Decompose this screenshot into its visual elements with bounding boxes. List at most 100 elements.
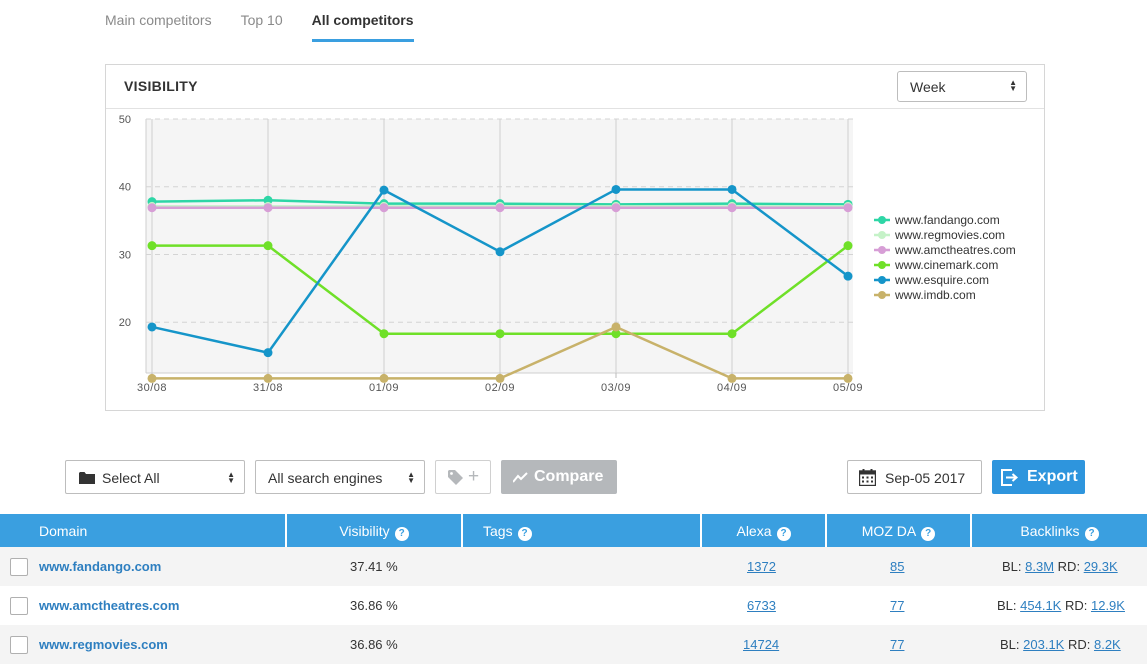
data-point <box>727 184 737 194</box>
mozda-link[interactable]: 77 <box>890 598 905 613</box>
table-row: www.fandango.com 37.41 % 1372 85 BL: 8.3… <box>0 547 1147 586</box>
row-checkbox[interactable] <box>10 597 28 615</box>
legend-swatch-dot <box>878 291 886 299</box>
row-checkbox[interactable] <box>10 636 28 654</box>
data-point <box>379 373 389 383</box>
visibility-value: 37.41 % <box>350 559 398 574</box>
folder-icon <box>79 472 95 484</box>
legend-label: www.esquire.com <box>894 273 989 287</box>
data-point <box>727 329 737 339</box>
row-checkbox[interactable] <box>10 558 28 576</box>
alexa-link[interactable]: 1372 <box>747 559 776 574</box>
help-icon[interactable]: ? <box>517 527 532 541</box>
visibility-panel: VISIBILITY Week ▲ ▼ 50 40 30 20 30/08 31/08 01… <box>105 64 1045 411</box>
alexa-link[interactable]: 6733 <box>747 598 776 613</box>
data-point <box>147 241 157 251</box>
legend-label: www.regmovies.com <box>894 228 1005 242</box>
data-point <box>263 203 273 213</box>
column-mozda[interactable]: MOZ DA? <box>827 514 972 547</box>
bl-label: BL: <box>997 598 1017 613</box>
column-backlinks-label: Backlinks <box>1020 523 1080 539</box>
date-value: Sep-05 2017 <box>885 470 966 486</box>
panel-title: VISIBILITY <box>124 78 198 94</box>
export-label: Export <box>1027 468 1078 485</box>
alexa-link[interactable]: 14724 <box>743 637 780 652</box>
data-point <box>495 373 505 383</box>
search-engines-dropdown[interactable]: All search engines ▲ ▼ <box>255 460 425 494</box>
search-engines-label: All search engines <box>268 470 383 486</box>
domain-link[interactable]: www.amctheatres.com <box>39 598 180 613</box>
help-icon[interactable]: ? <box>776 527 791 541</box>
data-point <box>727 203 737 213</box>
column-tags[interactable]: Tags? <box>463 514 702 547</box>
data-point <box>843 203 853 213</box>
tab-main-competitors[interactable]: Main competitors <box>105 12 212 28</box>
column-mozda-label: MOZ DA <box>861 523 917 539</box>
tab-all-competitors[interactable]: All competitors <box>311 0 414 42</box>
compare-button[interactable]: Compare <box>501 460 617 494</box>
tab-top-10[interactable]: Top 10 <box>240 12 283 28</box>
column-backlinks[interactable]: Backlinks? <box>972 514 1147 547</box>
mozda-link[interactable]: 77 <box>890 637 905 652</box>
legend-swatch-dot <box>878 231 886 239</box>
column-domain[interactable]: Domain <box>0 514 287 547</box>
competitor-tabs: Main competitors Top 10 All competitors <box>105 0 443 42</box>
rd-label: RD: <box>1057 559 1081 574</box>
x-tick-label: 04/09 <box>717 382 747 394</box>
period-select[interactable]: Week ▲ ▼ <box>897 71 1027 102</box>
help-icon[interactable]: ? <box>394 527 409 541</box>
x-tick-label: 31/08 <box>253 382 283 394</box>
visibility-chart: 50 40 30 20 30/08 31/08 01/09 02/09 03/09 04/09 0… <box>119 114 1016 394</box>
bl-link[interactable]: 203.1K <box>1023 637 1065 652</box>
plus-icon: + <box>468 466 480 487</box>
legend-label: www.cinemark.com <box>894 258 998 272</box>
rd-link[interactable]: 8.2K <box>1093 637 1121 652</box>
bl-label: BL: <box>1000 637 1020 652</box>
rd-link[interactable]: 29.3K <box>1083 559 1118 574</box>
legend-swatch-dot <box>878 261 886 269</box>
data-point <box>611 203 621 213</box>
bl-link[interactable]: 8.3M <box>1025 559 1055 574</box>
data-point <box>843 241 853 251</box>
trend-line-icon <box>513 472 528 483</box>
export-button[interactable]: Export <box>992 460 1085 494</box>
data-point <box>263 241 273 251</box>
table-row: www.regmovies.com 36.86 % 14724 77 BL: 2… <box>0 625 1147 664</box>
data-point <box>611 322 621 332</box>
add-tag-button[interactable]: + <box>435 460 491 494</box>
date-picker[interactable]: Sep-05 2017 <box>847 460 982 494</box>
panel-header: VISIBILITY Week ▲ ▼ <box>106 65 1044 109</box>
data-point <box>263 373 273 383</box>
up-down-arrows-icon: ▲ ▼ <box>1009 78 1017 93</box>
backlinks-cell: BL: 8.3M RD: 29.3K <box>1002 559 1118 574</box>
help-icon[interactable]: ? <box>1084 527 1099 541</box>
rd-link[interactable]: 12.9K <box>1090 598 1125 613</box>
legend-swatch-dot <box>878 246 886 254</box>
column-visibility[interactable]: Visibility? <box>287 514 463 547</box>
select-all-dropdown[interactable]: Select All ▲ ▼ <box>65 460 245 494</box>
domain-link[interactable]: www.fandango.com <box>39 559 162 574</box>
domain-link[interactable]: www.regmovies.com <box>39 637 168 652</box>
x-tick-label: 03/09 <box>601 382 631 394</box>
visibility-value: 36.86 % <box>350 637 398 652</box>
y-tick-label: 50 <box>119 114 131 126</box>
help-icon[interactable]: ? <box>921 527 936 541</box>
calendar-icon <box>859 469 876 486</box>
export-icon <box>1001 469 1019 486</box>
y-tick-label: 30 <box>119 249 131 261</box>
data-point <box>495 203 505 213</box>
data-point <box>843 373 853 383</box>
data-point <box>379 185 389 195</box>
backlinks-cell: BL: 454.1K RD: 12.9K <box>997 598 1125 613</box>
data-point <box>495 247 505 257</box>
x-tick-label: 30/08 <box>137 382 167 394</box>
bl-link[interactable]: 454.1K <box>1020 598 1062 613</box>
column-domain-label: Domain <box>39 523 88 539</box>
column-alexa[interactable]: Alexa? <box>702 514 827 547</box>
legend-swatch-dot <box>878 216 886 224</box>
legend-label: www.imdb.com <box>894 288 976 302</box>
mozda-link[interactable]: 85 <box>890 559 905 574</box>
up-down-arrows-icon: ▲ ▼ <box>407 470 415 485</box>
x-tick-label: 01/09 <box>369 382 399 394</box>
column-tags-label: Tags <box>483 523 513 539</box>
